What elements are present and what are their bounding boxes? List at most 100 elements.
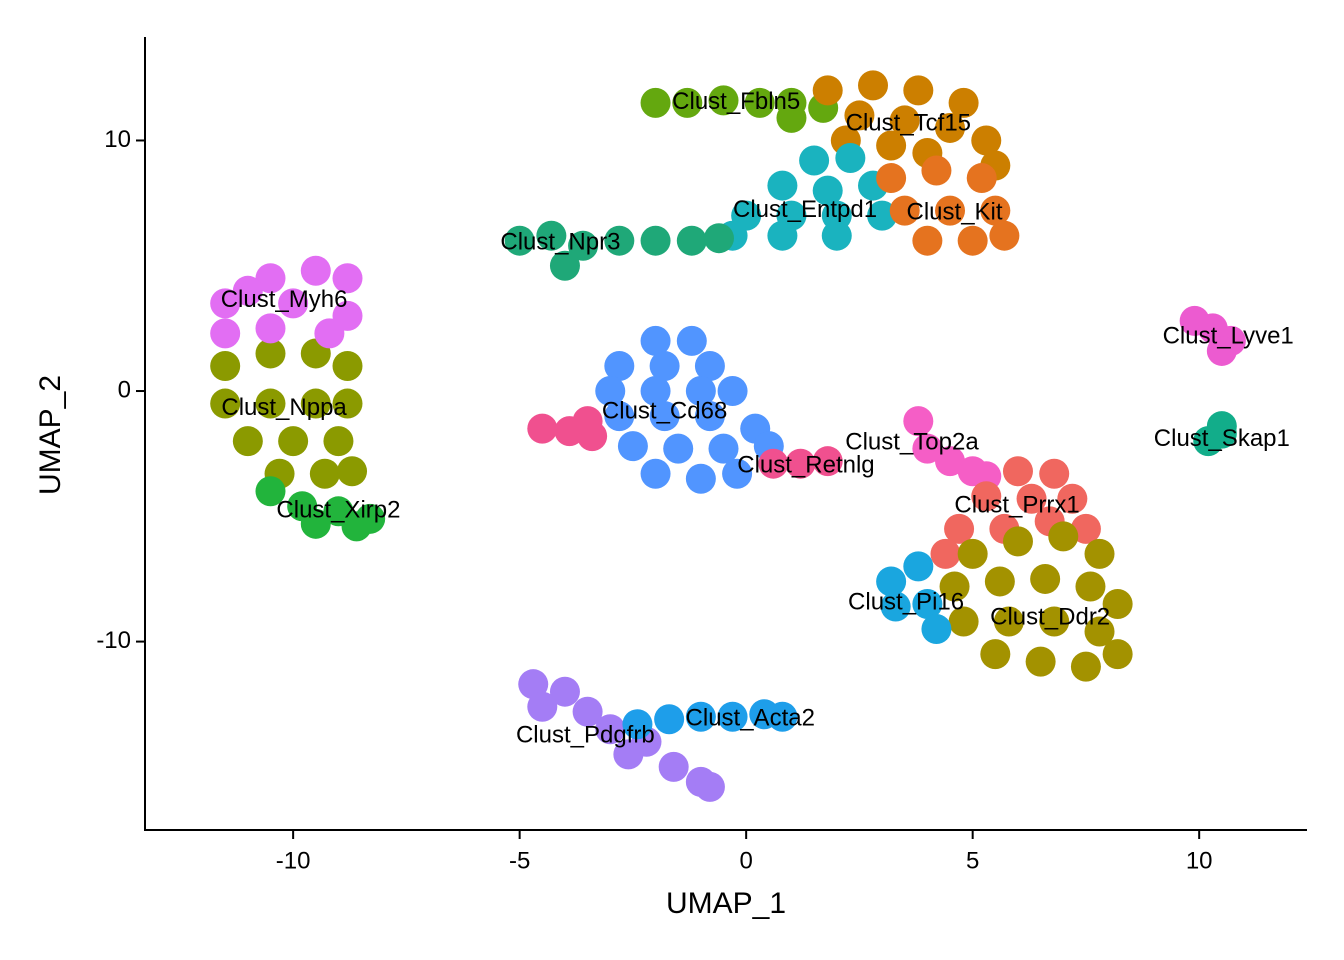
- point: [717, 376, 748, 407]
- point: [903, 406, 934, 437]
- point: [876, 566, 907, 597]
- point: [323, 426, 354, 457]
- point: [708, 85, 739, 116]
- point: [613, 739, 644, 770]
- point: [935, 112, 966, 143]
- point: [676, 325, 707, 356]
- point: [930, 538, 961, 569]
- point: [767, 701, 798, 732]
- point: [1057, 483, 1088, 514]
- point: [604, 401, 635, 432]
- point: [767, 220, 798, 251]
- point: [844, 100, 875, 131]
- point: [255, 476, 286, 507]
- point: [568, 230, 599, 261]
- point: [622, 709, 653, 740]
- point: [309, 458, 340, 489]
- point: [255, 313, 286, 344]
- point: [993, 606, 1024, 637]
- point: [722, 458, 753, 489]
- point: [1084, 538, 1115, 569]
- cluster-label: Clust_Xirp2: [276, 497, 400, 524]
- cluster-label: Clust_Retnlg: [737, 452, 874, 479]
- point: [210, 288, 241, 319]
- point: [785, 448, 816, 479]
- point: [957, 225, 988, 256]
- x-tick-label: -5: [509, 847, 530, 874]
- point: [278, 288, 309, 319]
- point: [767, 170, 798, 201]
- point: [663, 433, 694, 464]
- point: [1039, 606, 1070, 637]
- point: [527, 691, 558, 722]
- point: [944, 513, 975, 544]
- point: [921, 155, 952, 186]
- point: [640, 87, 671, 118]
- point: [595, 376, 626, 407]
- point: [549, 676, 580, 707]
- point: [536, 220, 567, 251]
- point: [971, 481, 1002, 512]
- y-tick-label: 10: [104, 126, 131, 153]
- point: [604, 350, 635, 381]
- point: [858, 70, 889, 101]
- point: [676, 225, 707, 256]
- point: [337, 456, 368, 487]
- point: [255, 263, 286, 294]
- point: [640, 376, 671, 407]
- point: [314, 318, 345, 349]
- point: [1016, 483, 1047, 514]
- point: [210, 350, 241, 381]
- point: [649, 350, 680, 381]
- point: [672, 87, 703, 118]
- y-tick-label: 0: [118, 376, 131, 403]
- point: [232, 426, 263, 457]
- cluster-label: Clust_Nppa: [221, 394, 347, 421]
- point: [300, 388, 331, 419]
- point: [989, 220, 1020, 251]
- point: [640, 458, 671, 489]
- cluster-label: Clust_Cd68: [602, 398, 727, 425]
- point: [1206, 335, 1237, 366]
- y-axis-label: UMAP_2: [34, 375, 67, 495]
- x-tick-label: 0: [739, 847, 752, 874]
- point: [1075, 571, 1106, 602]
- point: [799, 145, 830, 176]
- plot-area: [210, 70, 1246, 802]
- point: [1025, 646, 1056, 677]
- cluster-label: Clust_Myh6: [221, 286, 348, 313]
- point: [889, 105, 920, 136]
- point: [948, 606, 979, 637]
- point: [694, 771, 725, 802]
- point: [255, 338, 286, 369]
- point: [640, 225, 671, 256]
- point: [812, 75, 843, 106]
- cluster-label: Clust_Kit: [907, 198, 1003, 225]
- point: [744, 87, 775, 118]
- point: [957, 538, 988, 569]
- point: [549, 250, 580, 281]
- point: [255, 388, 286, 419]
- x-tick-label: 10: [1186, 847, 1213, 874]
- point: [1206, 411, 1237, 442]
- point: [835, 143, 866, 174]
- point: [821, 220, 852, 251]
- point: [300, 255, 331, 286]
- point: [776, 102, 807, 133]
- point: [694, 401, 725, 432]
- point: [939, 571, 970, 602]
- cluster-label: Clust_Fbln5: [672, 88, 800, 115]
- point: [903, 75, 934, 106]
- cluster-label: Clust_Lyve1: [1163, 322, 1294, 349]
- point: [649, 401, 680, 432]
- x-tick-label: -10: [276, 847, 311, 874]
- point: [332, 388, 363, 419]
- point: [332, 350, 363, 381]
- point: [518, 669, 549, 700]
- point: [912, 589, 943, 620]
- point: [1048, 521, 1079, 552]
- cluster-label: Clust_Skap1: [1154, 425, 1290, 452]
- point: [912, 433, 943, 464]
- cluster-labels: Clust_Nppa Clust_Myh6 Clust_Xirp2 Clust_Fbl…: [221, 88, 1294, 748]
